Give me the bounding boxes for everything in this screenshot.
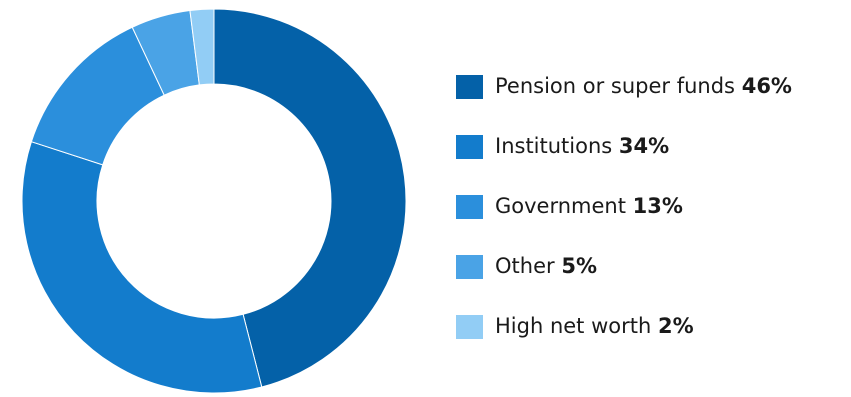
legend-value: 46% (741, 74, 792, 98)
legend-text: Institutions 34% (495, 132, 669, 161)
legend-item: High net worth 2% (456, 312, 846, 341)
legend-swatch (456, 314, 483, 339)
legend-swatch (456, 194, 483, 219)
legend-value: 34% (618, 134, 670, 158)
legend-value: 5% (561, 254, 597, 278)
donut-plot (21, 8, 407, 394)
legend-value: 2% (657, 314, 694, 338)
legend-item: Other 5% (456, 252, 846, 281)
legend-swatch (456, 74, 483, 99)
pie-slice (21, 141, 263, 394)
legend-swatch (456, 254, 483, 279)
legend: Pension or super funds 46% Institutions … (456, 72, 846, 372)
legend-item: Pension or super funds 46% (456, 72, 846, 101)
legend-item: Institutions 34% (456, 132, 846, 161)
legend-text: Pension or super funds 46% (495, 72, 792, 101)
legend-value: 13% (632, 194, 683, 218)
legend-label: Government (495, 194, 626, 218)
legend-label: High net worth (495, 314, 652, 338)
legend-item: Government 13% (456, 192, 846, 221)
legend-label: Other (495, 254, 555, 278)
legend-text: High net worth 2% (495, 312, 694, 341)
legend-text: Government 13% (495, 192, 683, 221)
legend-swatch (456, 134, 483, 159)
legend-text: Other 5% (495, 252, 597, 281)
pie-slice (189, 8, 215, 86)
legend-label: Institutions (495, 134, 613, 158)
legend-label: Pension or super funds (495, 74, 736, 98)
pie-slice (213, 8, 407, 388)
